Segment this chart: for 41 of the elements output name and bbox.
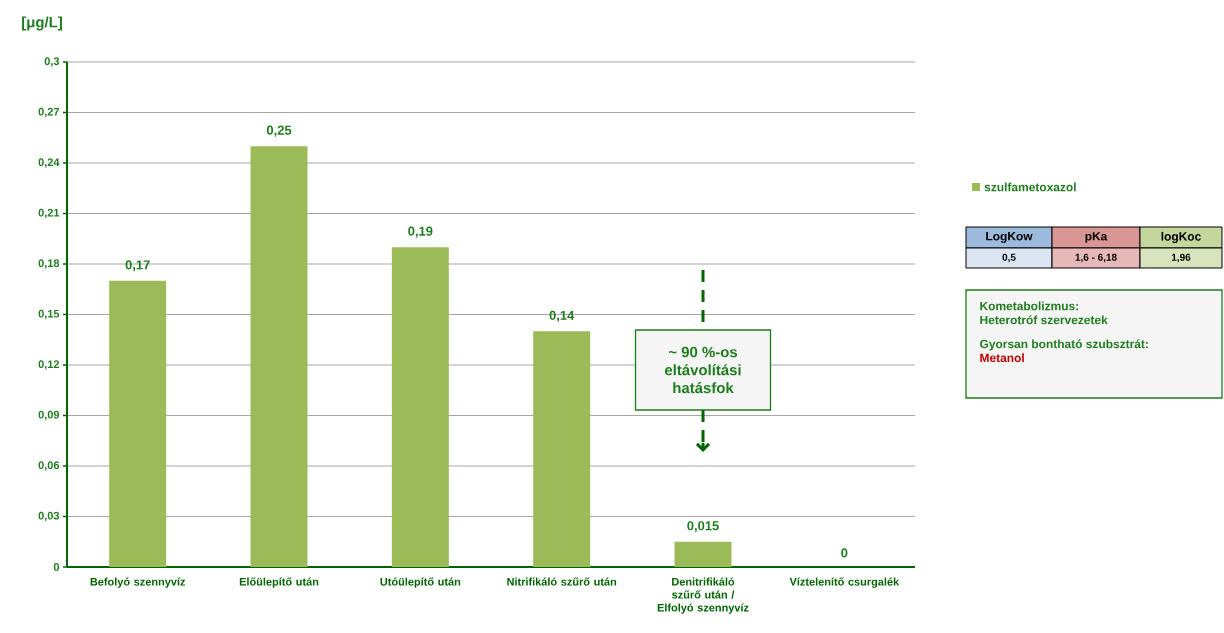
text: Gyorsan bontható szubsztrát: xyxy=(980,339,1148,351)
text: logKoc xyxy=(1161,231,1201,244)
bar xyxy=(674,541,732,567)
y-tick-label: 0,18 xyxy=(38,259,60,269)
x-tick-label: Utóülepítő után xyxy=(380,577,461,588)
bar xyxy=(109,280,167,567)
text: 1,6 - 6,18 xyxy=(1075,253,1117,263)
x-tick-label: Nitrifikáló szűrő után xyxy=(507,577,617,586)
text: pKa xyxy=(1085,232,1108,243)
data-label: 0,19 xyxy=(408,226,433,238)
y-tick-label: 0,27 xyxy=(38,107,59,118)
y-tick-label: 0,09 xyxy=(38,410,60,421)
y-tick-label: 0,06 xyxy=(38,461,60,471)
x-tick-label: Előülepítő után xyxy=(239,577,319,588)
bar xyxy=(533,331,591,567)
text: Kometabolizmus: xyxy=(980,301,1078,311)
data-label: 0,25 xyxy=(266,125,292,137)
text: 0,5 xyxy=(1002,253,1016,263)
y-tick-label: 0,15 xyxy=(38,309,60,320)
text: Heterotróf szervezetek xyxy=(980,315,1108,325)
bar xyxy=(391,247,449,567)
x-tick-label: Denitrifikáló szűrő után / Elfolyó szennyvíz xyxy=(657,577,749,614)
bar xyxy=(250,146,308,567)
y-tick-label: 0 xyxy=(53,563,60,571)
y-tick-label: 0,03 xyxy=(38,511,60,522)
text: Metanol xyxy=(980,353,1024,363)
y-tick-label: 0,3 xyxy=(44,57,60,67)
text: LogKow xyxy=(986,232,1033,243)
y-tick-label: 0,24 xyxy=(38,158,60,168)
data-label: 0,14 xyxy=(549,310,575,322)
legend-label: szulfametoxazol xyxy=(984,182,1076,192)
text: 1,96 xyxy=(1171,253,1191,263)
data-label: 0 xyxy=(841,548,848,558)
y-tick-label: 0,12 xyxy=(38,360,60,370)
annotation: ~ 90 %-os eltávolítási hatásfok xyxy=(664,346,741,394)
y-axis-title: [μg/L] xyxy=(22,16,62,31)
x-tick-label: Befolyó szennyvíz xyxy=(90,577,186,588)
x-tick-label: Víztelenítő csurgalék xyxy=(789,577,900,588)
data-label: 0,17 xyxy=(125,260,150,272)
y-tick-label: 0,21 xyxy=(38,208,60,219)
data-label: 0,015 xyxy=(687,521,719,533)
